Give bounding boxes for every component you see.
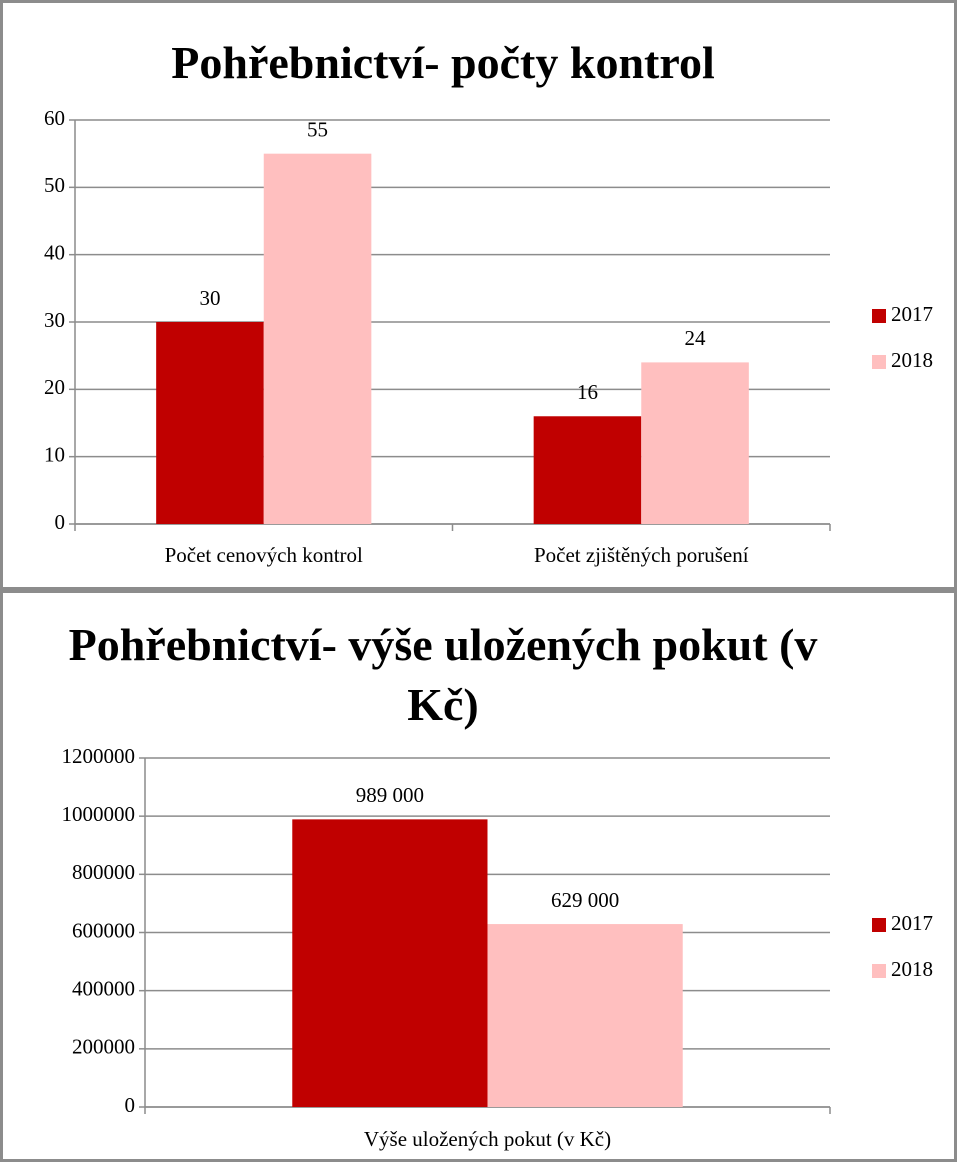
y-tick-label: 60 [44, 106, 65, 130]
chart-panel: Pohřebnictví- výše uložených pokut (v Kč… [0, 590, 957, 1162]
y-tick-label: 0 [55, 510, 66, 534]
legend-swatch [872, 918, 886, 932]
data-label: 16 [577, 380, 598, 404]
y-tick-label: 400000 [72, 976, 135, 1000]
y-tick-label: 40 [44, 240, 65, 264]
chart-title: Pohřebnictví- výše uložených pokut (v Kč… [68, 619, 818, 730]
legend-swatch [872, 309, 886, 323]
data-label: 24 [685, 326, 707, 350]
chart-panel: Pohřebnictví- počty kontrol 0 10 20 30 40 50 6… [0, 0, 957, 590]
data-label: 30 [199, 286, 220, 310]
bar [487, 924, 683, 1107]
y-tick-label: 1000000 [62, 802, 136, 826]
legend-label: 2018 [891, 348, 933, 372]
data-label: 629 000 [551, 888, 619, 912]
y-tick-label: 50 [44, 173, 65, 197]
y-tick-label: 0 [125, 1093, 136, 1117]
chart: 0 10 20 30 40 50 60 Počet cenových kontrol 30 55 P… [44, 106, 933, 567]
bar [641, 362, 749, 524]
x-tick-label: Výše uložených pokut (v Kč) [364, 1127, 611, 1151]
y-tick-label: 30 [44, 308, 65, 332]
bar [292, 819, 488, 1107]
y-tick-label: 1200000 [62, 744, 136, 768]
y-tick-label: 10 [44, 442, 65, 466]
chart-title: Pohřebnictví- počty kontrol [171, 37, 715, 88]
legend-label: 2017 [891, 302, 933, 326]
legend-label: 2017 [891, 911, 933, 935]
y-tick-label: 800000 [72, 860, 135, 884]
bar [156, 322, 264, 524]
data-label: 55 [307, 117, 328, 141]
y-tick-label: 600000 [72, 918, 135, 942]
legend-swatch [872, 355, 886, 369]
legend-swatch [872, 964, 886, 978]
x-tick-label: Počet cenových kontrol [165, 543, 363, 567]
data-label: 989 000 [356, 783, 424, 807]
x-tick-label: Počet zjištěných porušení [534, 543, 749, 567]
y-tick-label: 20 [44, 375, 65, 399]
y-tick-label: 200000 [72, 1035, 135, 1059]
chart: 0 200000 400000 600000 800000 1000000 1200000 V… [62, 744, 934, 1151]
bar [263, 153, 372, 524]
legend-label: 2018 [891, 957, 933, 981]
bar [533, 416, 642, 524]
